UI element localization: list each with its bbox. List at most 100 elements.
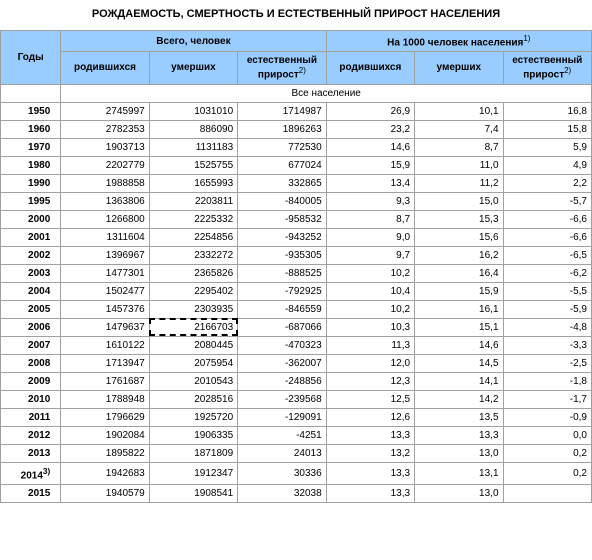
- born-rate-cell: 9,0: [326, 228, 414, 246]
- inc-cell: 772530: [238, 138, 326, 156]
- year-cell: 2003: [1, 264, 61, 282]
- born-cell: 1942683: [61, 462, 149, 484]
- died-rate-cell: 14,5: [415, 354, 503, 372]
- born-cell: 1311604: [61, 228, 149, 246]
- inc-cell: 1896263: [238, 120, 326, 138]
- inc-rate-cell: -4,8: [503, 318, 591, 336]
- born-cell: 1761687: [61, 372, 149, 390]
- col-born-rate: родившихся: [326, 52, 414, 84]
- inc-cell: 24013: [238, 444, 326, 462]
- died-cell: 1131183: [149, 138, 237, 156]
- table-row: 2013189582218718092401313,213,00,2: [1, 444, 592, 462]
- born-rate-cell: 15,9: [326, 156, 414, 174]
- born-rate-cell: 12,6: [326, 408, 414, 426]
- year-cell: 2012: [1, 426, 61, 444]
- inc-cell: -687066: [238, 318, 326, 336]
- year-cell: 1990: [1, 174, 61, 192]
- year-sup: 3): [43, 466, 50, 476]
- year-cell: 2004: [1, 282, 61, 300]
- born-rate-cell: 12,5: [326, 390, 414, 408]
- table-row: 201117966291925720-12909112,613,5-0,9: [1, 408, 592, 426]
- died-rate-cell: 14,2: [415, 390, 503, 408]
- born-rate-cell: 11,3: [326, 336, 414, 354]
- year-cell: 2001: [1, 228, 61, 246]
- died-cell: 2028516: [149, 390, 237, 408]
- died-rate-cell: 7,4: [415, 120, 503, 138]
- year-cell: 2005: [1, 300, 61, 318]
- inc-cell: -840005: [238, 192, 326, 210]
- died-rate-cell: 16,4: [415, 264, 503, 282]
- table-row: 195027459971031010171498726,910,116,8: [1, 102, 592, 120]
- born-rate-cell: 13,2: [326, 444, 414, 462]
- inc-rate-cell: -6,2: [503, 264, 591, 282]
- year-cell: 2007: [1, 336, 61, 354]
- col-total-group: Всего, человек: [61, 31, 326, 52]
- born-cell: 1363806: [61, 192, 149, 210]
- inc-rate-cell: 16,8: [503, 102, 591, 120]
- inc-cell: -362007: [238, 354, 326, 372]
- died-rate-cell: 13,5: [415, 408, 503, 426]
- inc-cell: -248856: [238, 372, 326, 390]
- inc-cell: 32038: [238, 484, 326, 502]
- inc-rate-cell: -2,5: [503, 354, 591, 372]
- year-cell: 1980: [1, 156, 61, 174]
- year-cell: 2002: [1, 246, 61, 264]
- table-row: 200012668002225332-9585328,715,3-6,6: [1, 210, 592, 228]
- year-cell: 1960: [1, 120, 61, 138]
- inc-rate-cell: -1,7: [503, 390, 591, 408]
- died-rate-cell: 13,0: [415, 484, 503, 502]
- table-row: 200917616872010543-24885612,314,1-1,8: [1, 372, 592, 390]
- born-cell: 2745997: [61, 102, 149, 120]
- inc-rate-cell: 5,9: [503, 138, 591, 156]
- inc-rate-cell: -6,5: [503, 246, 591, 264]
- col-per1000-group: На 1000 человек населения1): [326, 31, 591, 52]
- table-row: 19701903713113118377253014,68,75,9: [1, 138, 592, 156]
- died-rate-cell: 11,2: [415, 174, 503, 192]
- col-years: Годы: [1, 31, 61, 85]
- died-cell: 2365826: [149, 264, 237, 282]
- died-cell: 1525755: [149, 156, 237, 174]
- born-rate-cell: 13,4: [326, 174, 414, 192]
- table-row: 200415024772295402-79292510,415,9-5,5: [1, 282, 592, 300]
- died-cell: 1906335: [149, 426, 237, 444]
- table-row: 200514573762303935-84655910,216,1-5,9: [1, 300, 592, 318]
- died-cell: 2203811: [149, 192, 237, 210]
- year-cell: 1970: [1, 138, 61, 156]
- born-cell: 1895822: [61, 444, 149, 462]
- born-rate-cell: 12,0: [326, 354, 414, 372]
- died-rate-cell: 14,1: [415, 372, 503, 390]
- inc-rate-cell: -5,5: [503, 282, 591, 300]
- died-rate-cell: 8,7: [415, 138, 503, 156]
- inc-rate-cell: -3,3: [503, 336, 591, 354]
- died-cell: 2254856: [149, 228, 237, 246]
- inc-rate-cell: 2,2: [503, 174, 591, 192]
- table-row: 2015194057919085413203813,313,0: [1, 484, 592, 502]
- table-row: 19602782353886090189626323,27,415,8: [1, 120, 592, 138]
- inc-rate-cell: 0,2: [503, 462, 591, 484]
- year-cell: 20143): [1, 462, 61, 484]
- inc-cell: -239568: [238, 390, 326, 408]
- born-cell: 2202779: [61, 156, 149, 174]
- inc-rate-cell: -6,6: [503, 228, 591, 246]
- col-inc: естественный прирост2): [238, 52, 326, 84]
- year-cell: 1950: [1, 102, 61, 120]
- inc-rate-cell: -0,9: [503, 408, 591, 426]
- died-cell: 2303935: [149, 300, 237, 318]
- inc-rate-cell: 15,8: [503, 120, 591, 138]
- died-cell: 1655993: [149, 174, 237, 192]
- col-inc-rate: естественный прирост2): [503, 52, 591, 84]
- born-rate-cell: 13,3: [326, 484, 414, 502]
- died-rate-cell: 16,1: [415, 300, 503, 318]
- died-rate-cell: 16,2: [415, 246, 503, 264]
- inc-rate-cell: [503, 484, 591, 502]
- sup2b: 2): [564, 66, 571, 75]
- born-rate-cell: 10,2: [326, 300, 414, 318]
- born-cell: 1988858: [61, 174, 149, 192]
- born-rate-cell: 14,6: [326, 138, 414, 156]
- inc-rate-cell: -5,7: [503, 192, 591, 210]
- died-cell: 2295402: [149, 282, 237, 300]
- year-cell: 2010: [1, 390, 61, 408]
- born-rate-cell: 23,2: [326, 120, 414, 138]
- died-cell: 886090: [149, 120, 237, 138]
- born-rate-cell: 10,3: [326, 318, 414, 336]
